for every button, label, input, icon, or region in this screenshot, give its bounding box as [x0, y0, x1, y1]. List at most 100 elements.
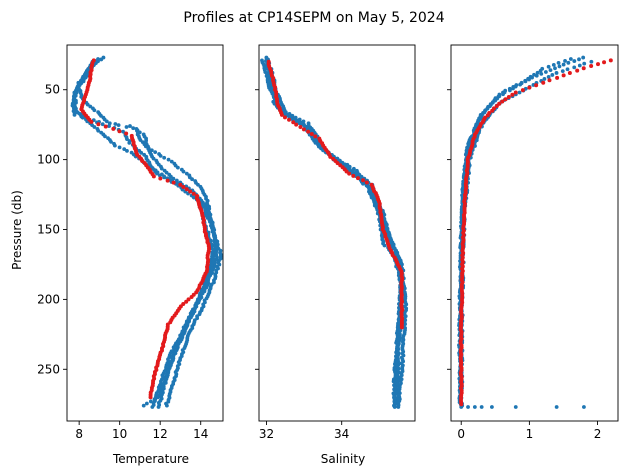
temperature-highlighted-point: [148, 395, 153, 400]
figure-title: Profiles at CP14SEPM on May 5, 2024: [183, 10, 444, 26]
temperature-highlighted-point: [171, 180, 176, 185]
temperature-profile-1-point: [127, 140, 132, 145]
salinity-profile-4-point: [287, 112, 292, 116]
third-variable-highlighted-point: [534, 83, 539, 88]
temperature-profile-3-point: [148, 399, 153, 404]
third-variable-profile-3-point: [577, 63, 582, 68]
salinity-highlighted-point: [355, 176, 360, 181]
third-variable-highlighted-point: [547, 78, 552, 83]
third-variable-profile-1-point: [577, 57, 581, 62]
temperature-x-tick-label: 14: [193, 427, 208, 441]
salinity-highlighted-point: [347, 171, 352, 176]
third-variable-profile-3-point: [560, 69, 565, 73]
temperature-profile-4-point: [116, 123, 121, 128]
salinity-highlighted-point: [328, 154, 333, 159]
temperature-highlighted-point: [151, 174, 156, 179]
temperature-x-tick-label: 8: [75, 427, 83, 441]
third-variable-profile-2-point: [511, 86, 515, 91]
temperature-highlighted-point: [189, 295, 194, 300]
temperature-profile-4-point: [165, 403, 169, 408]
salinity-profile-4-point: [347, 166, 352, 171]
temperature-profile-2-point: [164, 170, 169, 175]
temperature-profile-4-point: [181, 169, 186, 174]
third-variable-profile-3-point: [582, 61, 587, 66]
temperature-profile-4-point: [143, 144, 148, 149]
salinity-highlighted-point: [282, 115, 287, 120]
third-variable-axes-frame: [450, 44, 619, 422]
third-variable-profile-2-point: [518, 82, 523, 87]
temperature-highlighted-point: [103, 124, 108, 129]
third-variable-bottom-point: [466, 405, 470, 409]
temperature-profile-3-point: [144, 401, 149, 406]
third-variable-highlighted-point: [490, 108, 495, 113]
temperature-profile-2-point: [151, 156, 156, 161]
temperature-profile-3-point: [92, 125, 97, 129]
third-variable-profile-2-point: [568, 57, 573, 61]
third-variable-highlighted-point: [520, 88, 525, 93]
temperature-profile-2-point: [174, 178, 179, 183]
third-variable-profile-1-point: [566, 60, 571, 65]
temperature-profile-2-point: [171, 176, 176, 181]
salinity-highlighted-point: [364, 180, 369, 185]
temperature-profile-3-point: [112, 143, 117, 148]
third-variable-bottom-point: [490, 405, 494, 409]
third-variable-highlighted-point: [459, 402, 464, 407]
temperature-profile-4-point: [158, 153, 163, 158]
temperature-profile-3-point: [117, 145, 122, 150]
temperature-profile-2-point: [113, 122, 118, 126]
third-variable-highlighted-point: [596, 62, 600, 67]
salinity-profile-4-point: [293, 115, 298, 120]
salinity-x-tick-label: 34: [334, 427, 349, 441]
third-variable-highlighted-point: [513, 90, 518, 95]
third-variable-profile-2-point: [523, 78, 528, 83]
third-variable-profile-1-point: [572, 59, 577, 63]
third-variable-bottom-point: [554, 405, 559, 409]
third-variable-bottom-point: [513, 405, 518, 409]
third-variable-profile-1-point: [553, 66, 557, 71]
third-variable-x-tick-label: 1: [526, 427, 534, 441]
temperature-profile-3-point: [156, 395, 161, 400]
salinity-highlighted-point: [309, 131, 314, 136]
y-tick-label: 100: [37, 153, 60, 167]
third-variable-profile-2-point: [497, 94, 502, 99]
salinity-axes-frame: [258, 44, 416, 422]
temperature-profile-2-point: [128, 124, 132, 128]
temperature-highlighted-point: [184, 299, 189, 304]
salinity-profile-4-point: [283, 110, 288, 114]
third-variable-x-tick-label: 2: [594, 427, 602, 441]
salinity-highlighted-point: [294, 122, 299, 127]
x-axis-label-salinity: Salinity: [321, 452, 365, 466]
third-variable-highlighted-point: [510, 92, 515, 97]
third-variable-bottom-point: [459, 405, 464, 409]
temperature-profile-3-point: [80, 115, 85, 120]
salinity-highlighted-point: [361, 178, 366, 183]
temperature-highlighted-point: [191, 191, 196, 196]
salinity-profile-4-point: [351, 168, 355, 173]
salinity-profile-4-point: [290, 113, 295, 118]
third-variable-profile-1-point: [548, 68, 553, 73]
temperature-profile-1-point: [100, 122, 105, 127]
temperature-profile-3-point: [152, 397, 157, 402]
third-variable-profile-1-point: [557, 64, 562, 69]
temperature-profile-3-point: [122, 147, 127, 152]
temperature-profile-4-point: [169, 159, 174, 164]
third-variable-profile-2-point: [546, 64, 551, 69]
salinity-profile-4-point: [297, 117, 302, 122]
third-variable-profile-3-point: [542, 77, 547, 81]
third-variable-highlighted-point: [555, 75, 560, 80]
temperature-profile-3-point: [191, 195, 196, 200]
temperature-profile-4-point: [162, 155, 167, 160]
third-variable-highlighted-point: [485, 113, 490, 118]
third-variable-profile-2-point: [508, 88, 512, 93]
temperature-profile-3-point: [141, 403, 146, 408]
third-variable-profile-3-point: [589, 59, 594, 64]
temperature-highlighted-point: [181, 185, 186, 190]
third-variable-bottom-point: [472, 405, 477, 409]
salinity-highlighted-point: [291, 120, 296, 125]
temperature-profile-3-point: [162, 174, 167, 179]
third-variable-bottom-point: [479, 405, 484, 409]
third-variable-profile-3-point: [517, 90, 522, 95]
temperature-profile-2-point: [72, 112, 77, 117]
temperature-profile-2-point: [156, 405, 161, 409]
temperature-profile-3-point: [125, 148, 129, 153]
